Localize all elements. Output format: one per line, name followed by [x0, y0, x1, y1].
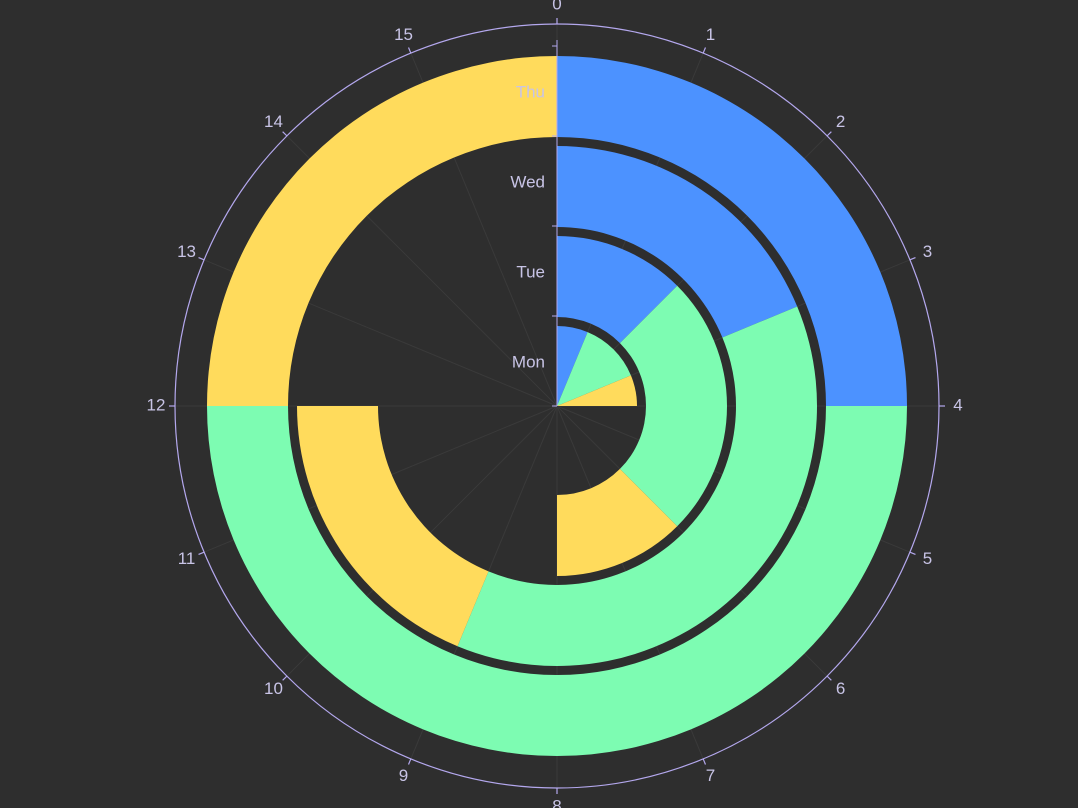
angle-tick: [198, 256, 205, 261]
angle-tick-label: 14: [264, 112, 283, 131]
angle-tick: [407, 47, 412, 54]
angle-tick: [282, 675, 288, 681]
angle-tick-label: 6: [836, 679, 845, 698]
angle-tick-label: 13: [177, 242, 196, 261]
angle-tick-label: 1: [706, 25, 715, 44]
bar-sector: [619, 285, 727, 527]
angle-tick: [702, 758, 707, 765]
angle-tick-label: 5: [923, 549, 932, 568]
bar-sector: [557, 236, 678, 344]
bar-sector: [207, 56, 557, 406]
radius-axis-label: Mon: [512, 352, 545, 371]
angle-tick: [826, 131, 832, 137]
angle-tick-label: 12: [147, 395, 166, 414]
angle-tick-label: 11: [178, 549, 196, 568]
angle-tick-label: 4: [953, 395, 962, 414]
angle-tick-label: 8: [552, 796, 561, 808]
bar-sector: [557, 146, 798, 338]
bar-sector: [457, 306, 817, 666]
bar-sector: [557, 56, 907, 406]
radius-axis-label: Tue: [516, 262, 545, 281]
angle-tick-label: 10: [264, 679, 283, 698]
angle-tick: [909, 551, 916, 556]
angle-tick: [702, 47, 707, 54]
radius-axis-label: Thu: [516, 82, 545, 101]
radius-axis: Mon Tue Wed Thu: [510, 40, 558, 407]
angle-tick: [909, 256, 916, 261]
angle-tick-label: 15: [394, 25, 413, 44]
bar-sector: [557, 332, 631, 406]
angle-tick: [826, 675, 832, 681]
angle-tick-label: 7: [706, 766, 715, 785]
bar-sector: [557, 375, 637, 406]
bar-sector: [557, 326, 588, 406]
angle-tick: [282, 131, 288, 137]
radius-axis-label: Wed: [510, 172, 545, 191]
angle-tick-label: 0: [552, 0, 561, 13]
angle-tick: [407, 758, 412, 765]
bar-sector: [297, 406, 489, 647]
angle-tick-label: 3: [923, 242, 932, 261]
angle-tick-label: 2: [836, 112, 845, 131]
angle-tick-label: 9: [399, 766, 408, 785]
bar-sectors: [207, 56, 907, 756]
bar-sector: [207, 406, 907, 756]
bar-sector: [557, 468, 678, 576]
angle-tick: [198, 551, 205, 556]
